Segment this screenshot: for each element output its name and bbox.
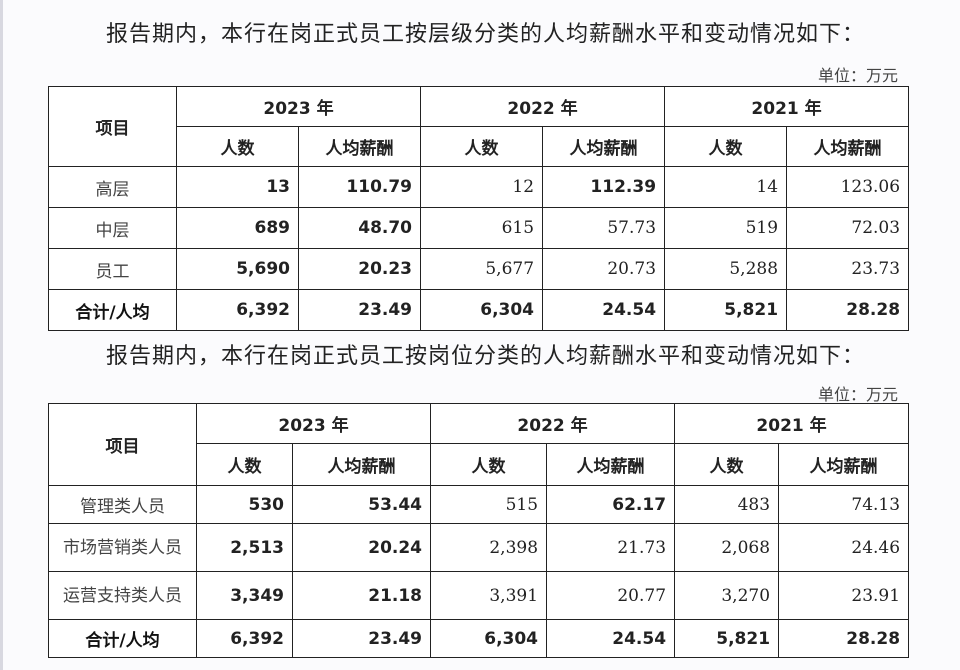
table-row: 高层 13 110.79 12 112.39 14 123.06 xyxy=(48,166,910,208)
cell-2023-count: 689 xyxy=(176,207,299,249)
cell-2022-pay: 24.54 xyxy=(546,619,676,658)
cell-2023-pay: 20.23 xyxy=(297,248,422,290)
cell-2023-count: 13 xyxy=(176,166,299,208)
header-item: 项目 xyxy=(48,86,177,167)
row-label: 运营支持类人员 xyxy=(48,571,197,620)
cell-2023-count: 530 xyxy=(196,485,293,524)
table-row: 管理类人员 530 53.44 515 62.17 483 74.13 xyxy=(48,485,910,524)
cell-2023-pay: 23.49 xyxy=(291,619,432,658)
cell-2022-pay: 20.77 xyxy=(546,571,676,620)
cell-2022-pay: 24.54 xyxy=(542,289,666,331)
header-avg-pay: 人均薪酬 xyxy=(297,126,422,167)
header-item: 项目 xyxy=(48,403,197,486)
table-subheader-row: 人数 人均薪酬 人数 人均薪酬 人数 人均薪酬 xyxy=(49,443,910,486)
cell-2022-pay: 112.39 xyxy=(542,166,666,208)
header-avg-pay: 人均薪酬 xyxy=(542,126,666,167)
cell-2022-count: 6,304 xyxy=(430,619,548,658)
cell-2022-count: 2,398 xyxy=(430,523,548,572)
header-year-2023: 2023 年 xyxy=(175,86,422,127)
section1-intro: 报告期内，本行在岗正式员工按层级分类的人均薪酬水平和变动情况如下： xyxy=(106,22,866,47)
header-year-2023: 2023 年 xyxy=(195,403,432,444)
total-label: 合计/人均 xyxy=(48,289,177,331)
cell-2021-count: 3,270 xyxy=(674,571,780,620)
row-label: 员工 xyxy=(48,248,177,290)
header-avg-pay: 人均薪酬 xyxy=(778,443,910,486)
row-label: 高层 xyxy=(48,166,177,208)
cell-2022-count: 6,304 xyxy=(420,289,544,331)
cell-2022-pay: 57.73 xyxy=(542,207,666,249)
cell-2021-count: 483 xyxy=(674,485,780,524)
header-count: 人数 xyxy=(420,126,544,167)
cell-2021-pay: 23.91 xyxy=(778,571,910,620)
cell-2023-pay: 20.24 xyxy=(291,523,432,572)
section1-unit: 单位：万元 xyxy=(817,66,898,85)
cell-2021-pay: 24.46 xyxy=(778,523,910,572)
header-avg-pay: 人均薪酬 xyxy=(546,443,676,486)
cell-2023-count: 6,392 xyxy=(176,289,299,331)
cell-2021-pay: 28.28 xyxy=(778,619,910,658)
cell-2023-count: 5,690 xyxy=(176,248,299,290)
row-label: 中层 xyxy=(48,207,177,249)
page-edge xyxy=(0,0,3,670)
table-by-position: 项目 2023 年 2022 年 2021 年 人数 人均薪酬 人数 人均薪酬 … xyxy=(48,403,910,658)
cell-2023-pay: 53.44 xyxy=(291,485,432,524)
header-count: 人数 xyxy=(664,126,788,167)
table-total-row: 合计/人均 6,392 23.49 6,304 24.54 5,821 28.2… xyxy=(48,289,910,331)
header-count: 人数 xyxy=(430,443,548,486)
cell-2022-count: 5,677 xyxy=(420,248,544,290)
cell-2022-pay: 21.73 xyxy=(546,523,676,572)
table-row: 中层 689 48.70 615 57.73 519 72.03 xyxy=(48,207,910,249)
table-header-row: 项目 2023 年 2022 年 2021 年 xyxy=(48,86,910,167)
table-subheader-row: 人数 人均薪酬 人数 人均薪酬 人数 人均薪酬 xyxy=(49,126,910,167)
cell-2023-pay: 110.79 xyxy=(297,166,422,208)
cell-2021-count: 5,821 xyxy=(674,619,780,658)
header-year-2022: 2022 年 xyxy=(420,86,666,127)
table-row: 市场营销类人员 2,513 20.24 2,398 21.73 2,068 24… xyxy=(48,523,910,572)
cell-2023-count: 6,392 xyxy=(196,619,293,658)
cell-2022-pay: 62.17 xyxy=(546,485,676,524)
cell-2022-count: 12 xyxy=(420,166,544,208)
cell-2023-pay: 21.18 xyxy=(291,571,432,620)
row-label: 市场营销类人员 xyxy=(48,523,197,572)
cell-2021-pay: 72.03 xyxy=(786,207,910,249)
cell-2021-count: 519 xyxy=(664,207,788,249)
cell-2021-count: 2,068 xyxy=(674,523,780,572)
table-total-row: 合计/人均 6,392 23.49 6,304 24.54 5,821 28.2… xyxy=(48,619,910,658)
cell-2021-count: 14 xyxy=(664,166,788,208)
header-avg-pay: 人均薪酬 xyxy=(291,443,432,486)
header-count: 人数 xyxy=(196,443,293,486)
table-header-row: 项目 2023 年 2022 年 2021 年 xyxy=(48,403,910,486)
section2-unit: 单位：万元 xyxy=(817,385,898,404)
cell-2021-pay: 28.28 xyxy=(786,289,910,331)
cell-2022-pay: 20.73 xyxy=(542,248,666,290)
cell-2023-pay: 48.70 xyxy=(297,207,422,249)
header-count: 人数 xyxy=(176,126,299,167)
cell-2023-count: 3,349 xyxy=(196,571,293,620)
cell-2022-count: 515 xyxy=(430,485,548,524)
table-row: 员工 5,690 20.23 5,677 20.73 5,288 23.73 xyxy=(48,248,910,290)
cell-2021-count: 5,288 xyxy=(664,248,788,290)
header-year-2022: 2022 年 xyxy=(430,403,676,444)
cell-2021-pay: 123.06 xyxy=(786,166,910,208)
cell-2022-count: 615 xyxy=(420,207,544,249)
section2-intro: 报告期内，本行在岗正式员工按岗位分类的人均薪酬水平和变动情况如下： xyxy=(106,344,866,369)
cell-2021-pay: 23.73 xyxy=(786,248,910,290)
table-row: 运营支持类人员 3,349 21.18 3,391 20.77 3,270 23… xyxy=(48,571,910,620)
cell-2022-count: 3,391 xyxy=(430,571,548,620)
header-year-2021: 2021 年 xyxy=(664,86,910,127)
row-label: 管理类人员 xyxy=(48,485,197,524)
header-count: 人数 xyxy=(674,443,780,486)
table-by-level: 项目 2023 年 2022 年 2021 年 人数 人均薪酬 人数 人均薪酬 … xyxy=(48,86,910,331)
cell-2023-pay: 23.49 xyxy=(297,289,422,331)
header-avg-pay: 人均薪酬 xyxy=(786,126,910,167)
total-label: 合计/人均 xyxy=(48,619,197,658)
cell-2021-pay: 74.13 xyxy=(778,485,910,524)
cell-2021-count: 5,821 xyxy=(664,289,788,331)
header-year-2021: 2021 年 xyxy=(674,403,910,444)
cell-2023-count: 2,513 xyxy=(196,523,293,572)
